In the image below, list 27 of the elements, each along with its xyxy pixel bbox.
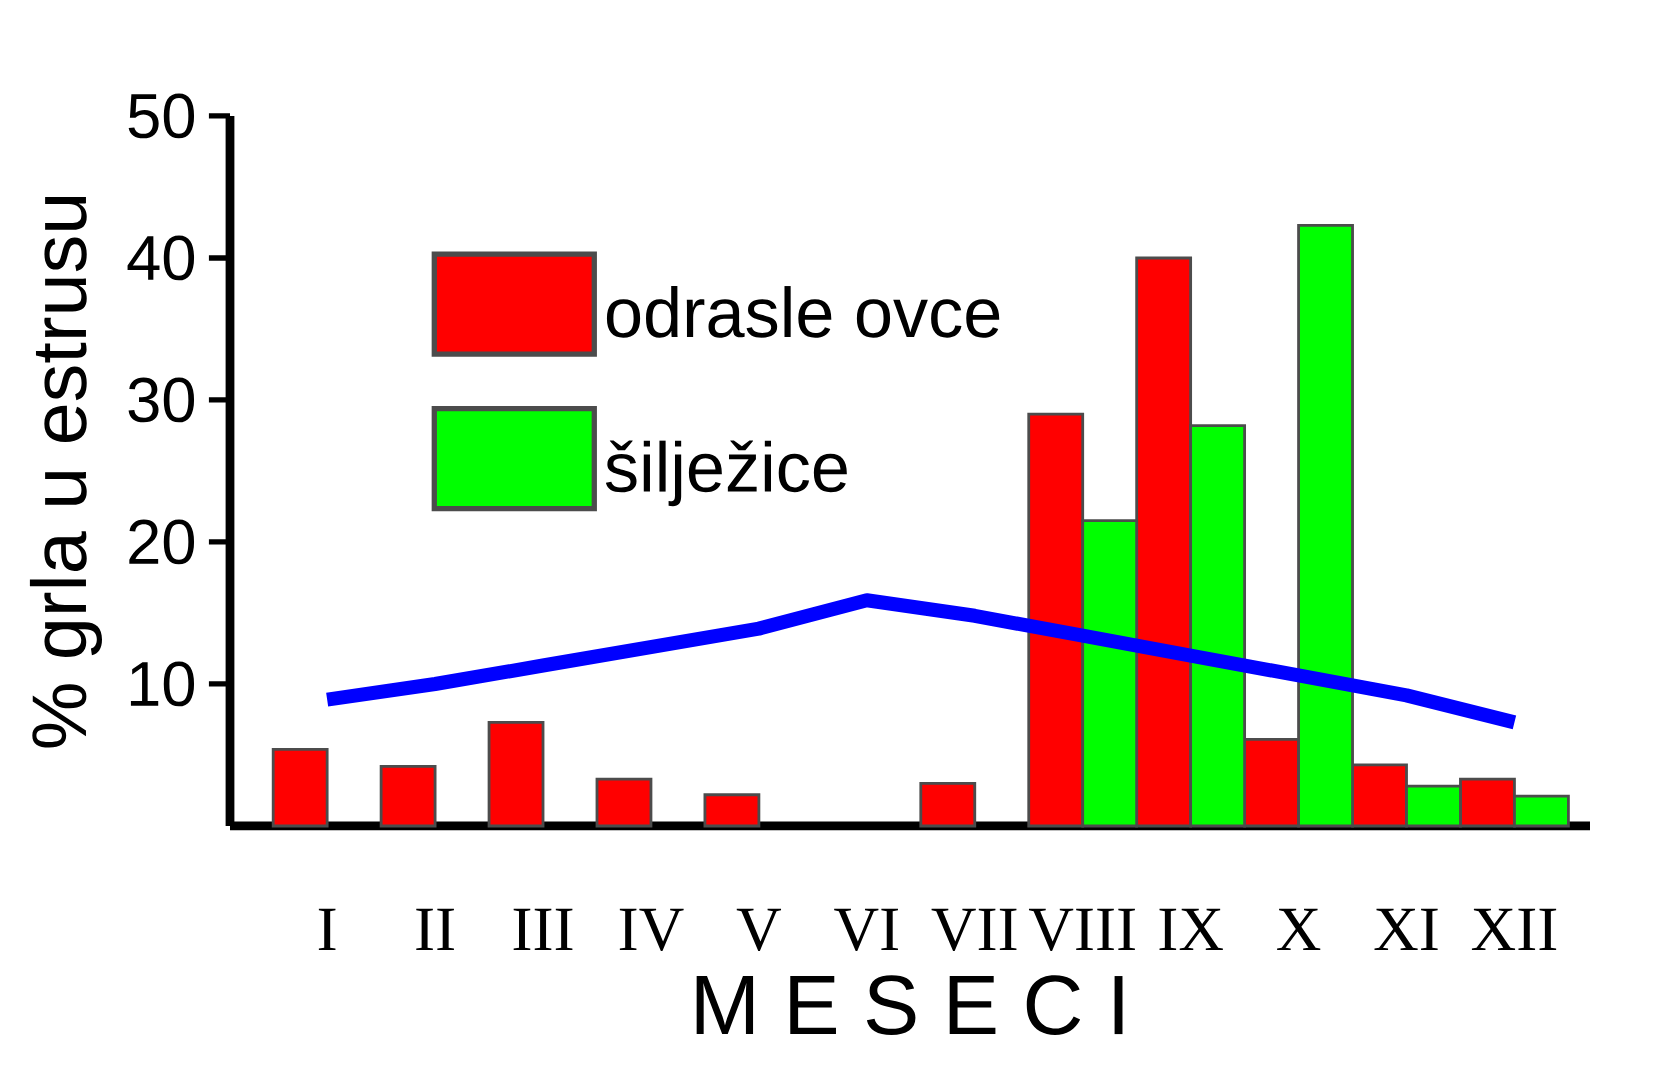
x-tick-label: VII xyxy=(931,908,1017,952)
x-tick-label: X xyxy=(1277,908,1321,951)
x-axis-title: M E S E C I xyxy=(696,975,1123,1035)
bar xyxy=(919,781,977,828)
legend-label: šilježice xyxy=(605,440,847,507)
y-tick-label: 40 xyxy=(127,235,195,281)
legend-label: odrasle ovce xyxy=(606,286,1000,338)
y-tick-label: 10 xyxy=(130,661,195,707)
bar xyxy=(703,793,761,828)
x-tick-label: II xyxy=(416,908,454,951)
x-tick-label: IV xyxy=(619,908,684,952)
x-tick-label: VI xyxy=(834,908,898,952)
y-tick-label: 50 xyxy=(128,93,195,139)
bar xyxy=(271,747,329,828)
bar xyxy=(379,764,437,828)
bar xyxy=(487,720,545,828)
y-tick-label: 30 xyxy=(128,377,195,423)
y-tick-label: 20 xyxy=(129,519,195,565)
y-axis-title: % grla u estrusu xyxy=(29,196,102,748)
x-tick-label: I xyxy=(318,908,336,951)
x-tick-label: XI xyxy=(1374,908,1438,951)
bar xyxy=(595,777,653,828)
x-tick-label: V xyxy=(736,908,782,952)
x-tick-label: XII xyxy=(1471,908,1557,951)
x-tick-label: IX xyxy=(1159,908,1223,951)
x-tick-label: III xyxy=(513,908,573,951)
x-tick-label: VIII xyxy=(1028,908,1135,952)
